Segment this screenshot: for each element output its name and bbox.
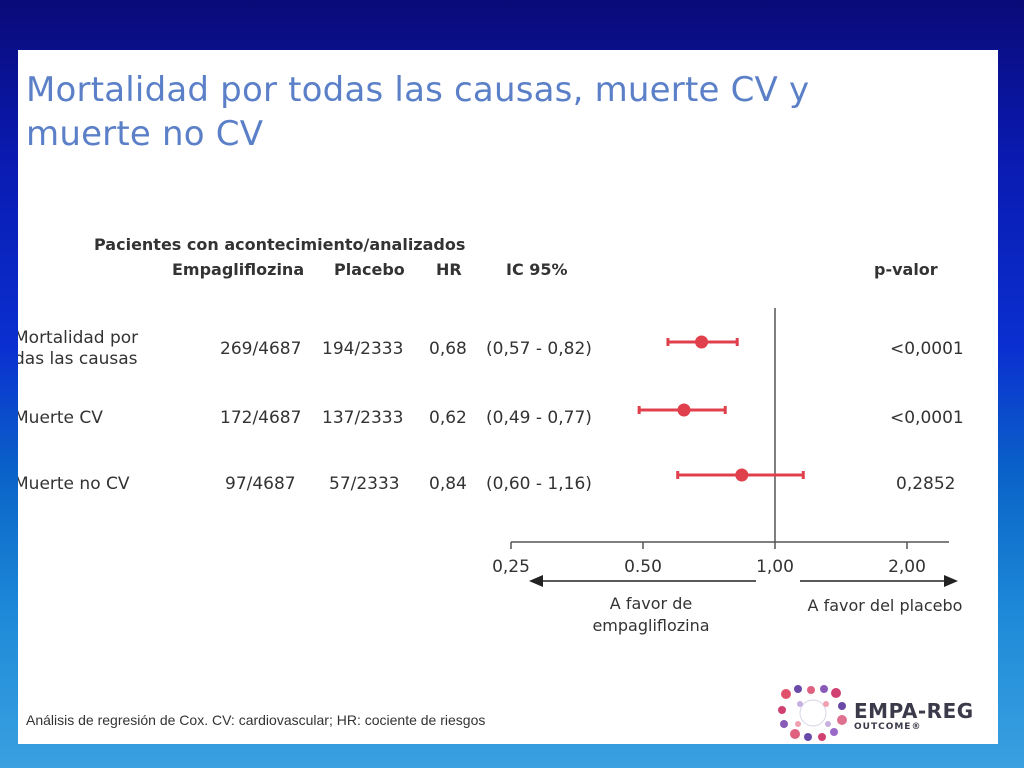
x-tick-label: 2,00 [888, 557, 926, 577]
note-favor-placebo: A favor del placebo [807, 596, 963, 615]
row-label: Muerte no CV [18, 474, 130, 494]
forest-plot: 0,25 0.50 1,00 2,00 [492, 308, 958, 587]
row-label: Muerte CV [18, 408, 103, 428]
col-header-empagliflozina: Empagliflozina [172, 260, 305, 279]
cell-placebo: 57/2333 [329, 474, 400, 494]
cell-ic: (0,49 - 0,77) [486, 408, 592, 428]
cell-empa: 172/4687 [220, 408, 302, 428]
x-tick-label: 0,25 [492, 557, 530, 577]
col-header-hr: HR [436, 260, 462, 279]
title-line-2: muerte no CV [26, 114, 264, 154]
empa-reg-logo-text: EMPA-REG OUTCOME® [854, 699, 974, 732]
cell-hr: 0,62 [429, 408, 467, 428]
row-label: Mortalidad por das las causas [18, 328, 139, 369]
note-favor-empagliflozina: A favor de empagliflozina [592, 594, 710, 635]
arrow-right-icon [944, 575, 958, 587]
col-header-ic: IC 95% [506, 260, 568, 279]
cell-hr: 0,84 [429, 474, 467, 494]
cell-placebo: 137/2333 [322, 408, 404, 428]
cell-ic: (0,60 - 1,16) [486, 474, 592, 494]
footer-note: Análisis de regresión de Cox. CV: cardio… [26, 712, 486, 728]
cell-p-valor: 0,2852 [896, 474, 956, 494]
hr-point [695, 335, 709, 349]
col-header-placebo: Placebo [334, 260, 405, 279]
cell-empa: 269/4687 [220, 339, 302, 359]
cell-empa: 97/4687 [225, 474, 296, 494]
cell-hr: 0,68 [429, 339, 467, 359]
x-tick-label: 1,00 [756, 557, 794, 577]
cell-placebo: 194/2333 [322, 339, 404, 359]
col-header-p-valor: p-valor [874, 260, 938, 279]
slide: Mortalidad por todas las causas, muerte … [18, 50, 998, 744]
cell-p-valor: <0,0001 [890, 408, 964, 428]
cell-ic: (0,57 - 0,82) [486, 339, 592, 359]
arrow-left-icon [529, 575, 543, 587]
group-header: Pacientes con acontecimiento/analizados [94, 235, 466, 254]
cell-p-valor: <0,0001 [890, 339, 964, 359]
empa-reg-logo-icon [778, 685, 847, 741]
hr-point [677, 403, 691, 417]
title-line-1: Mortalidad por todas las causas, muerte … [26, 70, 810, 110]
x-tick-label: 0.50 [624, 557, 662, 577]
hr-point [735, 468, 749, 482]
slide-title: Mortalidad por todas las causas, muerte … [26, 68, 926, 156]
